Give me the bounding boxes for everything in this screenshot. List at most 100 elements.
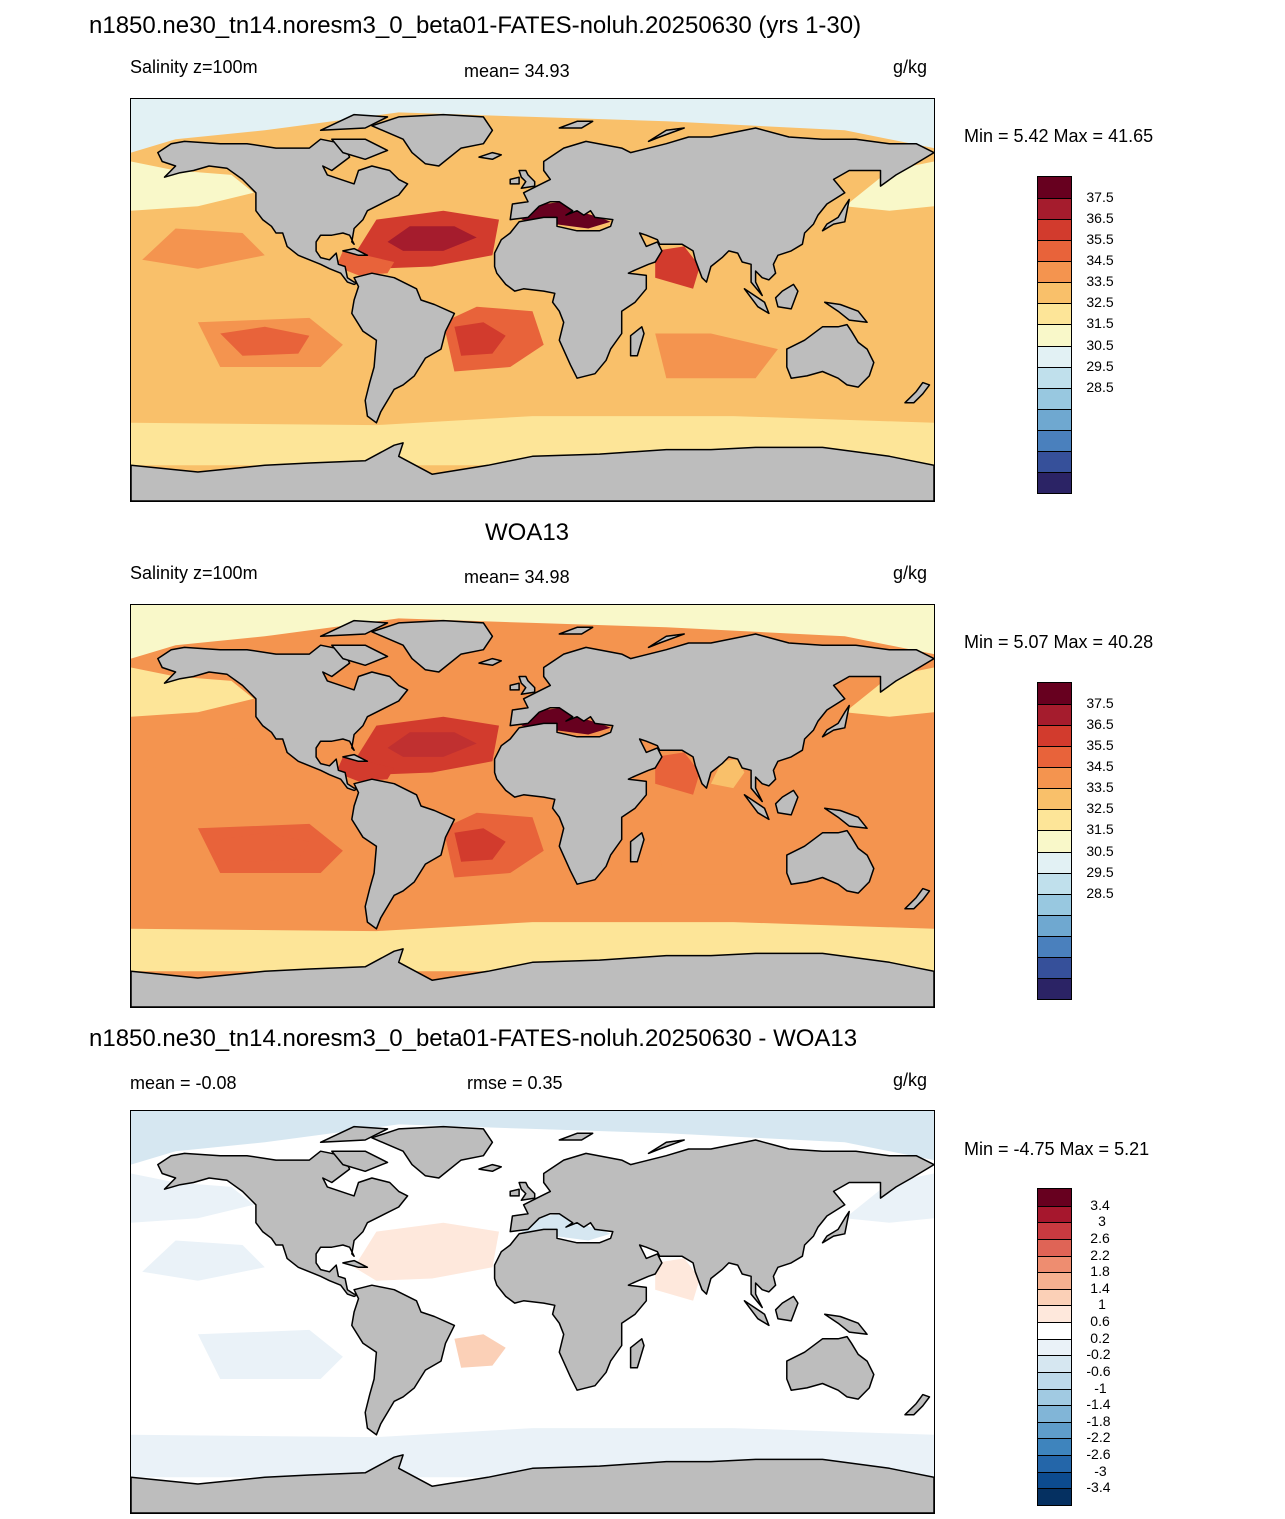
panel1-map	[130, 98, 935, 502]
land-greenland	[371, 1125, 494, 1179]
colorbar-swatch	[1038, 366, 1071, 388]
land-greenland	[371, 113, 494, 167]
colorbar-swatch	[1038, 935, 1071, 957]
colorbar-swatch	[1038, 1205, 1071, 1223]
land-ireland	[509, 682, 520, 691]
colorbar-tick-label: 33.5	[1086, 779, 1114, 796]
colorbar-tick-label: -0.2	[1086, 1346, 1111, 1363]
colorbar-tick-label: 31.5	[1086, 315, 1114, 332]
land-uk	[518, 169, 536, 190]
colorbar-swatch	[1038, 408, 1071, 430]
land-cuba	[342, 247, 369, 257]
land-new-guinea	[823, 1313, 868, 1336]
colorbar-swatch	[1038, 198, 1071, 220]
colorbar-swatch	[1038, 1371, 1071, 1389]
land-north-america	[157, 644, 409, 792]
panel2-units: g/kg	[893, 563, 928, 583]
colorbar-swatch	[1038, 809, 1071, 831]
colorbar-tick-label: 32.5	[1086, 294, 1114, 311]
land-new-zealand	[904, 887, 931, 910]
land-south-america	[351, 778, 456, 930]
colorbar-tick-label: 31.5	[1086, 821, 1114, 838]
land-south-america	[351, 272, 456, 424]
colorbar-swatch	[1038, 830, 1071, 852]
colorbar-swatch	[1038, 177, 1071, 199]
land-new-zealand	[904, 1393, 931, 1416]
colorbar-swatch	[1038, 1189, 1071, 1206]
salinity-region-north-pacific-fresh-w	[844, 1173, 934, 1223]
salinity-region-atlantic-core-s	[454, 828, 506, 862]
land-eurasia-africa	[493, 633, 934, 885]
colorbar-swatch	[1038, 1455, 1071, 1472]
panel3-rmse-label: rmse = 0.35	[467, 1073, 563, 1093]
land-madagascar	[629, 1338, 645, 1369]
land-ellesmere	[319, 619, 389, 638]
colorbar-tick-label: 37.5	[1086, 695, 1114, 712]
colorbar-swatch	[1038, 303, 1071, 325]
colorbar-tick-label: 37.5	[1086, 189, 1114, 206]
salinity-region-indian-subtropical-s	[655, 333, 778, 379]
colorbar-swatch	[1038, 282, 1071, 304]
colorbar-tick-label: 1.4	[1090, 1279, 1110, 1296]
salinity-region-arabian-sea	[655, 752, 700, 795]
colorbar-swatch	[1038, 1388, 1071, 1406]
land-antarctica	[131, 948, 934, 1007]
salinity-region-atlantic-core-s	[454, 1334, 506, 1368]
colorbar-tick-label: 32.5	[1086, 800, 1114, 817]
colorbar-tick-label: 0.6	[1090, 1313, 1110, 1330]
land-ellesmere	[319, 113, 389, 132]
salinity-region-pacific-subtropical-s	[197, 1329, 343, 1379]
colorbar-swatch	[1038, 1322, 1071, 1339]
land-south-america	[351, 1284, 456, 1436]
salinity-region-caribbean	[336, 756, 395, 782]
salinity-region-caribbean	[336, 250, 395, 276]
land-madagascar	[629, 832, 645, 863]
colorbar-swatch	[1038, 725, 1071, 747]
salinity-region-bay-bengal	[710, 759, 745, 789]
land-cuba	[342, 753, 369, 763]
salinity-region-atlantic-subtropical-n	[354, 1222, 499, 1281]
colorbar-tick-label: -3.4	[1086, 1479, 1111, 1496]
land-svalbard	[558, 1132, 594, 1141]
land-antarctica	[131, 442, 934, 501]
salinity-region-north-pacific-fresh	[131, 1173, 254, 1223]
panel1-colorbar	[1037, 176, 1072, 494]
land-greenland	[371, 619, 494, 673]
land-north-america	[157, 138, 409, 286]
land-north-america	[157, 1150, 409, 1298]
land-iceland	[478, 151, 503, 161]
colorbar-tick-label: 35.5	[1086, 737, 1114, 754]
land-borneo	[774, 789, 799, 816]
salinity-region-bay-bengal	[710, 253, 745, 283]
panel2-colorbar	[1037, 682, 1072, 1000]
land-novaya-zemlya	[647, 633, 685, 649]
colorbar-swatch	[1038, 1471, 1071, 1489]
salinity-region-arabian-sea	[655, 1258, 700, 1301]
colorbar-tick-label: 28.5	[1086, 378, 1114, 395]
colorbar-swatch	[1038, 324, 1071, 346]
salinity-region-pacific-subtropical-n	[142, 734, 265, 775]
world-map	[131, 605, 934, 1007]
colorbar-swatch	[1038, 471, 1071, 493]
land-eurasia-africa	[493, 127, 934, 379]
panel3-mean-label: mean = -0.08	[130, 1073, 237, 1093]
colorbar-swatch	[1038, 1272, 1071, 1289]
land-ireland	[509, 176, 520, 185]
land-borneo	[774, 1295, 799, 1322]
world-map	[131, 1111, 934, 1513]
panel1-units: g/kg	[893, 57, 928, 77]
colorbar-swatch	[1038, 1222, 1071, 1239]
panel3-minmax: Min = -4.75 Max = 5.21	[964, 1139, 1150, 1159]
panel2-mean-label: mean= 34.98	[464, 567, 570, 587]
land-baffin	[331, 138, 389, 161]
salinity-region-north-pacific-fresh	[131, 161, 254, 211]
panel1-mean-label: mean= 34.93	[464, 61, 570, 81]
land-iceland	[478, 1163, 503, 1173]
panel3-colorbar	[1037, 1188, 1072, 1506]
colorbar-tick-label: -1.8	[1086, 1412, 1111, 1429]
panel1-variable-label: Salinity z=100m	[130, 57, 258, 77]
salinity-region-atlantic-core-n	[387, 732, 477, 757]
colorbar-tick-label: 28.5	[1086, 884, 1114, 901]
colorbar-swatch	[1038, 387, 1071, 409]
salinity-region-arctic-fresh	[131, 1111, 934, 1165]
